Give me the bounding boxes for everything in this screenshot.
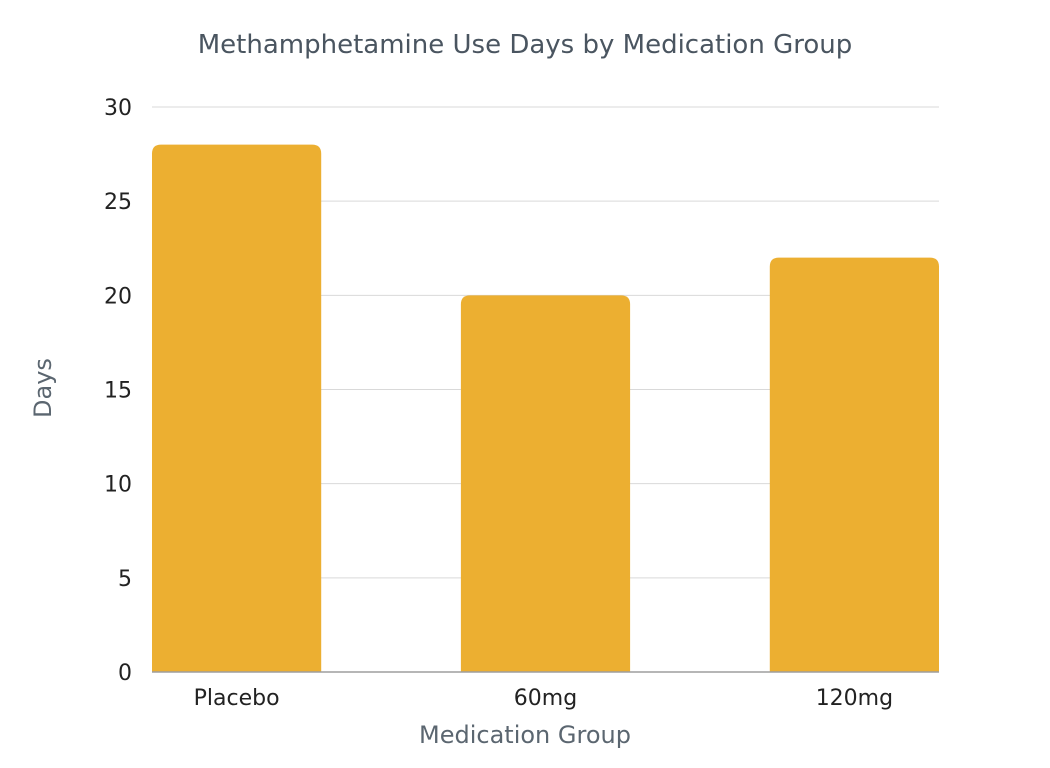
y-tick-label: 0 bbox=[118, 661, 132, 686]
y-tick-label: 5 bbox=[118, 567, 132, 592]
y-axis-ticks: 0 5 10 15 20 25 30 bbox=[104, 96, 132, 686]
y-tick-label: 30 bbox=[104, 96, 132, 121]
x-axis-label: Medication Group bbox=[419, 721, 631, 749]
chart-title: Methamphetamine Use Days by Medication G… bbox=[198, 30, 853, 60]
x-tick-label: 120mg bbox=[816, 686, 893, 711]
y-tick-label: 10 bbox=[104, 473, 132, 498]
x-tick-label: 60mg bbox=[514, 686, 577, 711]
y-axis-label: Days bbox=[29, 358, 57, 418]
y-tick-label: 15 bbox=[104, 379, 132, 404]
bar-60mg bbox=[460, 295, 631, 672]
bar-placebo bbox=[152, 144, 322, 672]
y-tick-label: 25 bbox=[104, 190, 132, 215]
y-tick-label: 20 bbox=[104, 284, 132, 309]
x-axis-ticks: Placebo 60mg 120mg bbox=[194, 686, 893, 711]
bars bbox=[152, 144, 939, 672]
x-tick-label: Placebo bbox=[194, 686, 280, 711]
bar-120mg bbox=[769, 257, 939, 672]
